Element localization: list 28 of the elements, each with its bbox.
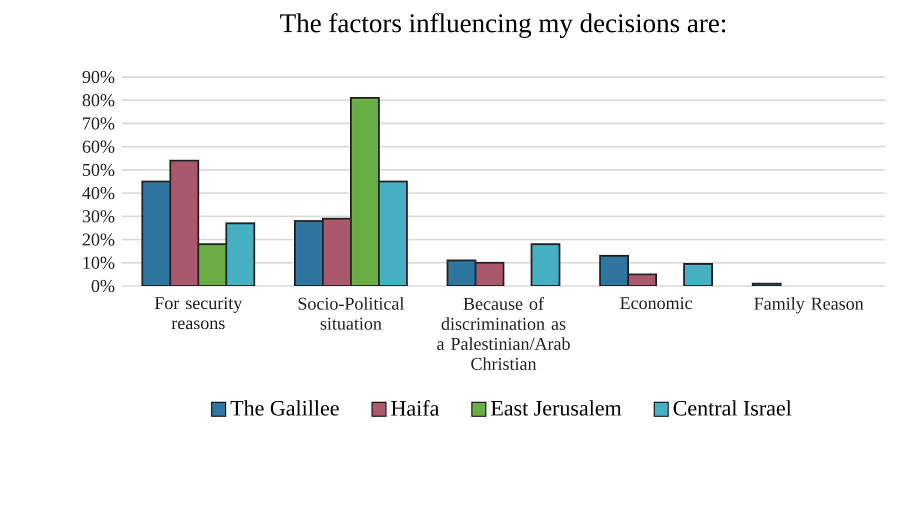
y-tick-label: 0% — [92, 280, 114, 292]
legend-label: East Jerusalem — [490, 400, 622, 416]
bar — [350, 97, 380, 286]
y-tick-label: 70% — [83, 117, 114, 130]
bar — [378, 180, 408, 286]
bar — [294, 220, 324, 286]
y-tick-label: 40% — [82, 187, 114, 200]
y-tick-label: 30% — [82, 210, 114, 222]
y-tick-label: 90% — [82, 70, 114, 84]
x-tick-label: Because of discrimination as a Palestinian/Arab Christian — [437, 297, 570, 370]
legend-label: Central Israel — [674, 400, 792, 416]
legend-label: The Galillee — [230, 400, 339, 416]
x-tick-label: Family Reason — [754, 297, 864, 314]
bar — [322, 218, 352, 286]
bar — [225, 222, 256, 286]
bar — [197, 243, 228, 286]
bar — [169, 160, 200, 286]
y-tick-label: 50% — [82, 164, 114, 176]
x-tick-label: Economic — [620, 297, 692, 310]
y-tick-label: 20% — [82, 233, 114, 246]
y-tick-label: 10% — [84, 256, 114, 269]
y-tick-label: 80% — [82, 94, 114, 106]
chart-title: The factors influencing my decisions are: — [280, 13, 726, 38]
legend-label: Haifa — [391, 400, 440, 416]
bar — [141, 180, 172, 286]
y-tick-label: 60% — [82, 140, 114, 153]
x-tick-label: Socio-Political situation — [298, 297, 404, 330]
x-tick-label: For security reasons — [154, 297, 242, 330]
